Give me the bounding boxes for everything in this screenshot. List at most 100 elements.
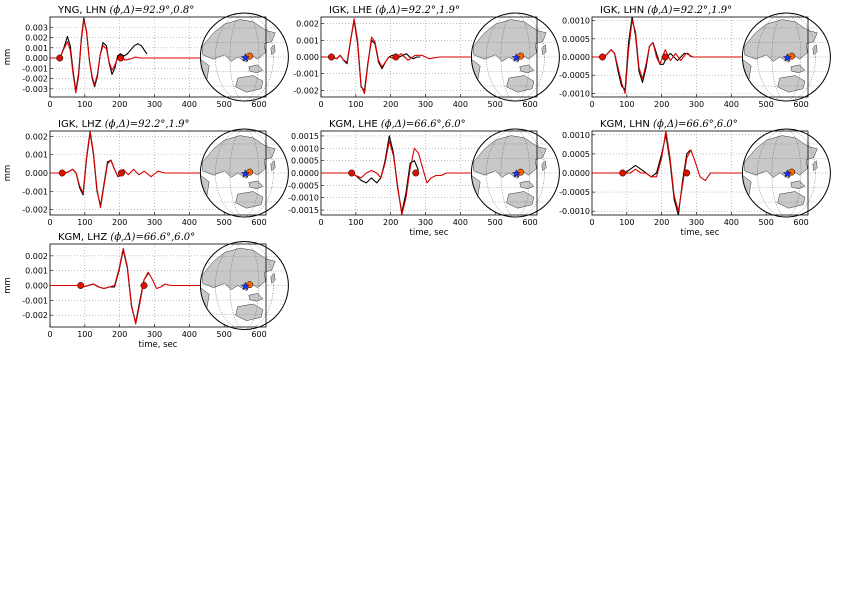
y-tick-label: 0.002	[25, 252, 48, 261]
x-tick-label: 600	[793, 218, 808, 227]
land-shape	[506, 191, 535, 209]
y-tick-label: -0.0010	[288, 194, 319, 203]
x-tick-label: 500	[488, 218, 503, 227]
window-marker	[117, 169, 125, 177]
x-tick-label: 300	[689, 100, 704, 109]
y-tick-label: -0.001	[22, 187, 48, 196]
y-tick-label: 0.0010	[291, 144, 319, 153]
series-synthetic-line	[50, 247, 200, 325]
globe-outline	[199, 241, 289, 330]
x-tick-label: 600	[793, 100, 808, 109]
plot-frame	[591, 130, 809, 216]
x-tick-label: 200	[383, 218, 398, 227]
window-marker	[58, 169, 66, 177]
station-star	[782, 53, 792, 62]
window-marker	[117, 54, 125, 62]
y-tick-label: -0.002	[22, 311, 48, 320]
x-tick-label: 400	[724, 218, 739, 227]
land-shape	[744, 19, 818, 63]
x-tick-label: 100	[619, 100, 634, 109]
x-tick-label: 200	[112, 218, 127, 227]
x-tick-label: 100	[77, 330, 92, 339]
map-inset-1	[470, 12, 560, 102]
panel-title-station: IGK, LHE	[329, 5, 375, 16]
y-axis-label: mm	[3, 277, 13, 294]
window-marker	[392, 53, 400, 61]
panel-title: KGM, LHZ (ϕ,Δ)=66.6°,6.0°	[58, 232, 195, 243]
globe-meridian	[215, 241, 274, 330]
event-marker	[788, 168, 796, 176]
x-tick-label: 500	[488, 100, 503, 109]
x-tick-label: 400	[182, 330, 197, 339]
window-marker	[56, 54, 64, 62]
x-tick-label: 400	[453, 100, 468, 109]
land-shape	[202, 135, 276, 179]
land-shape	[519, 180, 535, 190]
y-tick-label: 0.0010	[562, 17, 590, 26]
land-shape	[248, 180, 264, 190]
x-tick-label: 200	[112, 330, 127, 339]
globe-meridian	[500, 13, 531, 101]
y-tick-label: -0.002	[22, 75, 48, 84]
event-marker	[246, 52, 254, 60]
panel-title-params: (ϕ,Δ)=92.2°,1.9°	[105, 119, 190, 130]
series-synthetic-line	[50, 131, 204, 209]
panel-title-params: (ϕ,Δ)=92.2°,1.9°	[647, 5, 732, 16]
land-shape	[790, 64, 806, 74]
panel-title-params: (ϕ,Δ)=92.2°,1.9°	[375, 5, 460, 16]
x-tick-label: 600	[522, 218, 537, 227]
x-tick-label: 100	[619, 218, 634, 227]
x-tick-label: 100	[348, 100, 363, 109]
y-tick-label: -0.0010	[559, 89, 590, 98]
plot-frame	[49, 16, 267, 98]
station-star	[240, 169, 250, 178]
x-tick-label: 500	[217, 218, 232, 227]
x-tick-label: 600	[251, 330, 266, 339]
plot-frame	[591, 16, 809, 98]
land-shape	[270, 160, 276, 172]
y-tick-label: 0.000	[25, 169, 48, 178]
y-tick-label: 0.002	[296, 20, 319, 29]
land-shape	[270, 272, 276, 284]
station-star	[240, 281, 250, 291]
y-tick-label: -0.0005	[288, 181, 319, 190]
x-tick-label: 100	[348, 218, 363, 227]
panel-title: KGM, LHE (ϕ,Δ)=66.6°,6.0°	[329, 119, 466, 130]
y-tick-label: 0.0000	[562, 53, 590, 62]
globe-outline	[741, 128, 831, 218]
plot-frame	[49, 243, 267, 328]
globe-meridian	[486, 129, 545, 217]
map-inset-5	[741, 128, 831, 218]
x-tick-label: 400	[453, 218, 468, 227]
x-tick-label: 0	[47, 330, 52, 339]
x-tick-label: 400	[724, 100, 739, 109]
event-marker	[246, 281, 254, 289]
map-inset-0	[199, 12, 289, 102]
land-shape	[270, 44, 276, 56]
x-tick-label: 100	[77, 218, 92, 227]
y-tick-label: 0.000	[296, 53, 319, 62]
window-marker	[77, 282, 85, 289]
panel-title-station: KGM, LHE	[329, 119, 381, 130]
window-marker	[661, 53, 669, 61]
land-shape	[473, 135, 547, 179]
panel-title-station: YNG, LHN	[57, 5, 109, 16]
y-tick-label: -0.001	[293, 70, 319, 79]
window-marker	[140, 282, 148, 289]
station-star	[511, 53, 521, 62]
x-tick-label: 200	[112, 100, 127, 109]
panel-title: IGK, LHN (ϕ,Δ)=92.2°,1.9°	[600, 5, 732, 16]
event-marker	[517, 168, 525, 176]
globe-meridian	[771, 13, 802, 101]
panel-title: KGM, LHN (ϕ,Δ)=66.6°,6.0°	[600, 119, 738, 130]
land-shape	[506, 75, 535, 93]
window-marker	[412, 169, 420, 177]
x-axis-label: time, sec	[410, 228, 449, 238]
land-shape	[235, 191, 264, 209]
land-shape	[744, 135, 818, 179]
globe-meridian	[757, 129, 816, 217]
panel-title-params: (ϕ,Δ)=66.6°,6.0°	[110, 232, 195, 243]
y-tick-label: -0.0005	[559, 71, 590, 80]
window-marker	[328, 53, 335, 61]
panel-title-station: IGK, LHN	[600, 5, 647, 16]
